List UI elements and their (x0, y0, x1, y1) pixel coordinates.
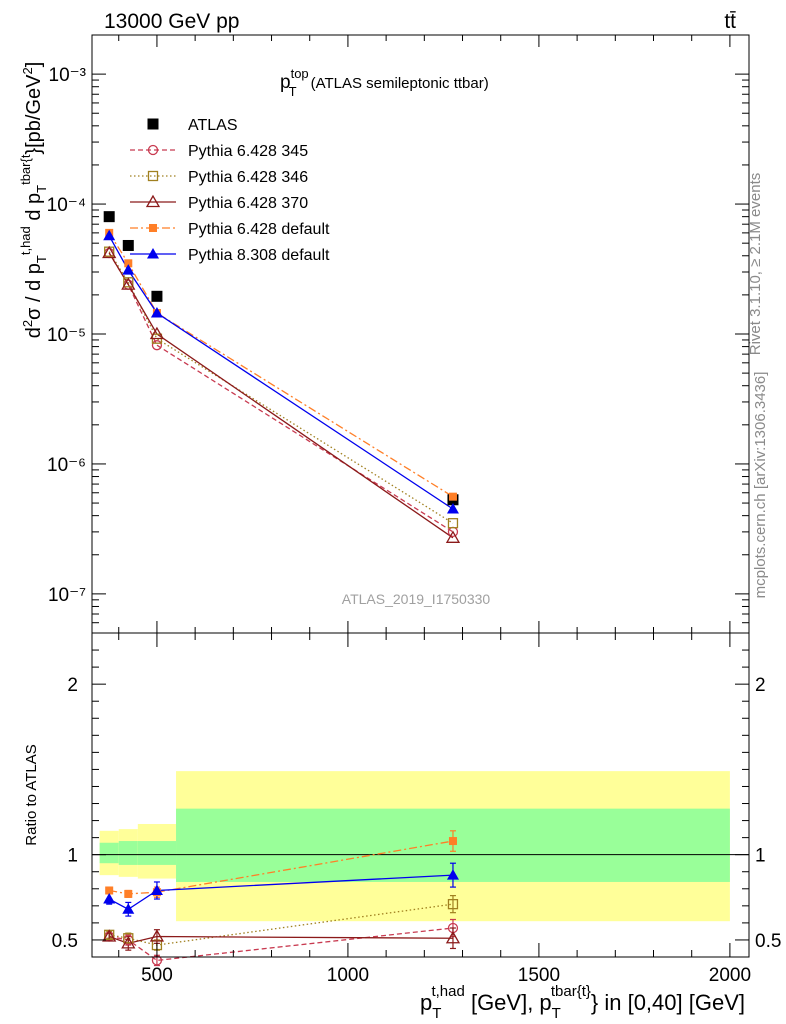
legend-marker-1 (147, 144, 159, 156)
main-ylabel: d2σ / d pTt,had d pTtbar{t}[pb/GeV2] (18, 62, 49, 339)
ratio-ytick-label-right: 1 (755, 846, 766, 867)
main-line-5 (108, 235, 454, 510)
legend-marker-5 (147, 248, 159, 259)
ratio-xlabel: pTt,had [GeV], pTtbar{t}} in [0,40] [GeV… (420, 983, 745, 1022)
ratio-frame (91, 632, 750, 958)
ratio-line-0 (109, 927, 454, 962)
main-ytick-labels: 10⁻⁷ 10⁻⁶ 10⁻⁵ 10⁻⁴ 10⁻³ (47, 65, 86, 606)
ratio-point-4-3 (446, 869, 459, 880)
ratio-ytick-label-right: 0.5 (755, 931, 781, 952)
main-point-3-3 (445, 530, 461, 543)
main-ytick-label: 10⁻⁶ (47, 455, 86, 476)
ratio-line-2 (108, 935, 453, 945)
legend-marker-2 (147, 170, 159, 182)
main-point-5-2 (150, 307, 163, 318)
main-point-0-2 (151, 290, 163, 302)
main-point-0-1 (122, 239, 134, 251)
ratio-series-markers (102, 837, 461, 966)
legend-label-5: Pythia 8.308 default (188, 247, 330, 264)
ratio-band-inner-1 (118, 841, 138, 865)
legend-label-0: ATLAS (188, 117, 238, 134)
ratio-xtick-label: 2000 (709, 965, 751, 986)
ratio-point-3-3 (448, 837, 457, 846)
ratio-point-4-0 (103, 893, 116, 904)
ratio-line-3 (109, 840, 454, 895)
main-line-4 (108, 232, 454, 498)
ratio-axis-ticks (92, 633, 749, 957)
header-left: 13000 GeV pp (104, 10, 239, 33)
main-point-4-1 (124, 259, 133, 268)
ratio-point-3-1 (124, 889, 133, 898)
legend-marker-0 (147, 118, 159, 130)
main-ytick-label: 10⁻⁴ (47, 195, 86, 216)
ratio-point-2-0 (102, 929, 117, 942)
main-axis-ticks (92, 34, 749, 634)
main-ytick-label: 10⁻⁵ (47, 325, 86, 346)
main-point-4-3 (448, 492, 457, 501)
ratio-ylabel: Ratio to ATLAS (23, 744, 40, 845)
mcplots-label: mcplots.cern.ch [arXiv:1306.3436] (752, 372, 769, 599)
main-series-lines (108, 232, 454, 539)
ratio-point-2-2 (149, 929, 165, 942)
legend: ATLAS Pythia 6.428 345 Pythia 6.428 346 Pyt… (130, 117, 330, 264)
main-point-0-0 (103, 211, 115, 223)
legend-label-4: Pythia 6.428 default (188, 221, 330, 238)
rivet-label: Rivet 3.1.10, ≥ 2.1M events (747, 173, 764, 356)
analysis-watermark: ATLAS_2019_I1750330 (342, 591, 491, 607)
main-title: ptop T (ATLAS semileptonic ttbar) (280, 66, 489, 99)
ratio-point-1-1 (123, 933, 134, 944)
ratio-ytick-label: 2 (67, 675, 78, 696)
main-point-3-0 (102, 245, 117, 259)
ratio-ytick-label-right: 2 (755, 675, 766, 696)
main-series-markers (102, 211, 461, 543)
ratio-ytick-labels: 0.5 0.5 1 1 2 2 (52, 675, 782, 952)
main-point-3-1 (121, 277, 136, 290)
ratio-point-1-3 (447, 898, 459, 910)
ratio-point-3-0 (105, 886, 114, 895)
ratio-ytick-label: 1 (67, 846, 78, 867)
ratio-point-2-3 (445, 930, 461, 944)
ratio-xtick-label: 1500 (518, 965, 560, 986)
main-point-5-0 (103, 229, 116, 241)
main-ytick-label: 10⁻³ (49, 65, 87, 86)
main-point-5-3 (446, 503, 459, 514)
legend-label-2: Pythia 6.428 346 (188, 169, 308, 186)
main-panel (102, 211, 461, 543)
main-point-5-1 (122, 264, 135, 275)
ratio-series-lines (108, 840, 454, 962)
ratio-xtick-labels: 500 1000 1500 2000 (141, 965, 751, 986)
legend-label-1: Pythia 6.428 345 (188, 143, 308, 160)
ratio-xtick-label: 500 (141, 965, 173, 986)
header-right: tt̄ (724, 10, 736, 33)
main-ytick-label: 10⁻⁷ (48, 585, 86, 606)
ratio-point-4-2 (150, 884, 163, 895)
ratio-band-inner-0 (99, 842, 119, 864)
legend-marker-3 (145, 194, 161, 208)
main-line-3 (108, 252, 454, 539)
ratio-ytick-label: 0.5 (52, 931, 78, 952)
main-point-1-2 (151, 340, 163, 351)
ratio-line-4 (108, 874, 454, 911)
main-point-3-2 (149, 326, 165, 340)
legend-label-3: Pythia 6.428 370 (188, 195, 308, 212)
ratio-band-inner-2 (137, 841, 177, 865)
ratio-xtick-label: 1000 (327, 965, 369, 986)
main-point-2-3 (447, 518, 459, 529)
legend-marker-4 (149, 224, 157, 232)
ratio-bands (99, 771, 730, 922)
ratio-point-4-1 (122, 903, 135, 914)
ratio-point-2-1 (121, 936, 136, 949)
